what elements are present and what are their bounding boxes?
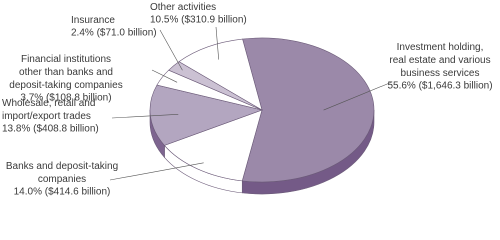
value-label: 14.0% ($414.6 billion) — [14, 187, 111, 198]
leader-line — [109, 162, 204, 181]
slice-label: Other activities — [150, 2, 216, 13]
value-label: 55.6% ($1,646.3 billion) — [387, 81, 492, 92]
slice-label: Banks and deposit-taking companies — [6, 161, 118, 185]
slice-label: Financial institutions other than banks a… — [9, 54, 122, 91]
value-label: 10.5% ($310.9 billion) — [150, 15, 247, 26]
slice-label: Wholesale, retail and import/export trade… — [2, 98, 95, 122]
slice-label: Insurance — [71, 15, 115, 26]
leader-line — [323, 81, 393, 111]
slice — [241, 37, 375, 183]
leader-line — [215, 26, 219, 60]
chart: Investment holding, real estate and vario… — [2, 2, 493, 198]
value-label: 3.7% ($108.8 billion) — [20, 93, 111, 104]
leader-line — [151, 69, 178, 83]
page: {"chart_data": {"type": "pie", "categori… — [2, 1, 493, 198]
leader-line — [159, 29, 183, 71]
slice — [178, 38, 263, 111]
slice-label: Investment holding, real estate and vario… — [389, 42, 490, 79]
value-label: 13.8% ($408.8 billion) — [2, 124, 99, 135]
leader-line — [111, 114, 179, 119]
value-label: 2.4% ($71.0 billion) — [71, 28, 157, 39]
slice — [163, 109, 263, 182]
